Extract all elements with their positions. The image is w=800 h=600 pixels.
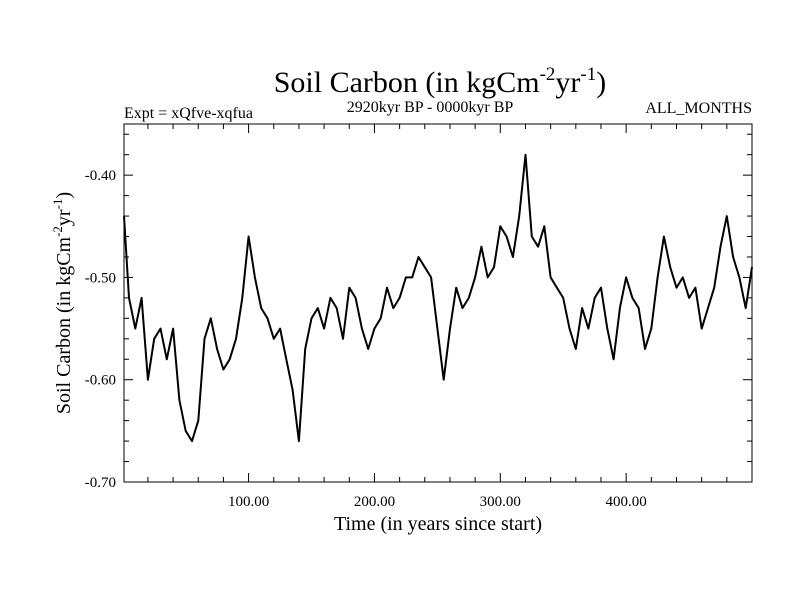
x-tick-label: 300.00: [480, 494, 521, 510]
x-axis-label: Time (in years since start): [334, 513, 542, 535]
y-tick-label: -0.40: [85, 168, 116, 184]
season-label: ALL_MONTHS: [645, 100, 752, 117]
series-line: [123, 153, 753, 443]
experiment-label: Expt = xQfve-xqfua: [124, 105, 253, 122]
y-tick-label: -0.60: [85, 373, 116, 389]
x-tick-label: 200.00: [354, 494, 395, 510]
x-tick-label: 400.00: [606, 494, 647, 510]
y-axis-label: Soil Carbon (in kgCm-2yr-1): [50, 192, 75, 414]
y-tick-label: -0.50: [85, 270, 116, 286]
plot-frame: [123, 123, 753, 483]
x-tick-label: 100.00: [228, 494, 269, 510]
period-label: 2920kyr BP - 0000kyr BP: [347, 99, 514, 116]
chart-title: Soil Carbon (in kgCm-2yr-1): [274, 64, 607, 99]
y-tick-label: -0.70: [85, 475, 116, 491]
